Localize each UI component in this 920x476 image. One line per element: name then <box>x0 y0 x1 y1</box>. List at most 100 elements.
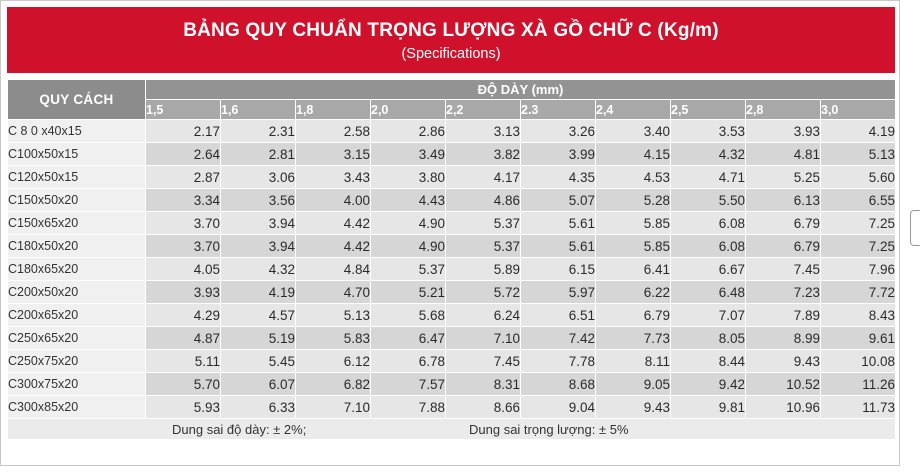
weight-cell: 8.43 <box>820 303 896 327</box>
weight-cell: 3.94 <box>220 211 296 235</box>
thickness-column-header: 2,5 <box>670 99 746 120</box>
weight-cell: 5.13 <box>820 142 896 166</box>
weight-cell: 7.10 <box>295 395 371 419</box>
weight-cell: 8.68 <box>520 372 596 396</box>
weight-cell: 6.24 <box>445 303 521 327</box>
weight-cell: 3.43 <box>295 165 371 189</box>
table-row: C150x65x20 3.70 3.94 4.42 4.90 5.37 5.61 5.85 6.… <box>7 211 896 235</box>
tolerance-note: Dung sai độ dày: ± 2%; Dung sai trọng lư… <box>7 418 896 440</box>
weight-cell: 7.42 <box>520 326 596 350</box>
weight-cell: 4.42 <box>295 211 371 235</box>
table-row: C200x50x20 3.93 4.19 4.70 5.21 5.72 5.97 6.22 6.… <box>7 280 896 304</box>
weight-cell: 5.61 <box>520 211 596 235</box>
weight-cell: 6.48 <box>670 280 746 304</box>
weight-cell: 6.79 <box>745 234 821 258</box>
weight-cell: 3.56 <box>220 188 296 212</box>
table-row: C180x65x20 4.05 4.32 4.84 5.37 5.89 6.15 6.41 6.… <box>7 257 896 281</box>
table-row: C 8 0 x40x15 2.17 2.31 2.58 2.86 3.13 3.26 3.40… <box>7 119 896 143</box>
weight-cell: 6.51 <box>520 303 596 327</box>
weight-cell: 4.90 <box>370 234 446 258</box>
weight-cell: 2.87 <box>145 165 221 189</box>
weight-cell: 5.85 <box>595 211 671 235</box>
thickness-column-header: 2,4 <box>595 99 671 120</box>
weight-cell: 5.68 <box>370 303 446 327</box>
weight-cell: 5.13 <box>295 303 371 327</box>
weight-cell: 3.06 <box>220 165 296 189</box>
weight-cell: 8.66 <box>445 395 521 419</box>
weight-cell: 5.45 <box>220 349 296 373</box>
weight-cell: 9.61 <box>820 326 896 350</box>
weight-cell: 5.89 <box>445 257 521 281</box>
thickness-column-header: 1,6 <box>220 99 296 120</box>
weight-cell: 6.15 <box>520 257 596 281</box>
title-banner: BẢNG QUY CHUẨN TRỌNG LƯỢNG XÀ GỒ CHỮ C (… <box>7 7 895 73</box>
weight-cell: 8.99 <box>745 326 821 350</box>
weight-cell: 3.93 <box>745 119 821 143</box>
thickness-column-header: 2,8 <box>745 99 821 120</box>
weight-cell: 3.49 <box>370 142 446 166</box>
thickness-column-header: 2,2 <box>445 99 521 120</box>
weight-cell: 3.53 <box>670 119 746 143</box>
side-scroll-tab[interactable] <box>910 210 920 246</box>
thickness-tolerance: Dung sai độ dày: ± 2%; <box>172 422 307 437</box>
weight-cell: 2.86 <box>370 119 446 143</box>
weight-cell: 3.80 <box>370 165 446 189</box>
thickness-column-header: 2.3 <box>520 99 596 120</box>
weight-cell: 9.81 <box>670 395 746 419</box>
weight-cell: 4.35 <box>520 165 596 189</box>
weight-cell: 6.55 <box>820 188 896 212</box>
weight-cell: 7.10 <box>445 326 521 350</box>
weight-cell: 5.61 <box>520 234 596 258</box>
weight-cell: 4.15 <box>595 142 671 166</box>
spec-name-cell: C300x75x20 <box>7 372 146 396</box>
weight-cell: 3.99 <box>520 142 596 166</box>
weight-cell: 5.28 <box>595 188 671 212</box>
weight-cell: 5.97 <box>520 280 596 304</box>
spec-name-cell: C250x65x20 <box>7 326 146 350</box>
weight-cell: 9.43 <box>595 395 671 419</box>
weight-cell: 10.08 <box>820 349 896 373</box>
weight-cell: 11.73 <box>820 395 896 419</box>
weight-cell: 4.84 <box>295 257 371 281</box>
weight-cell: 6.41 <box>595 257 671 281</box>
weight-cell: 5.21 <box>370 280 446 304</box>
weight-cell: 9.04 <box>520 395 596 419</box>
weight-cell: 7.89 <box>745 303 821 327</box>
table-row: C250x75x20 5.11 5.45 6.12 6.78 7.45 7.78 8.11 8.… <box>7 349 896 373</box>
weight-cell: 4.71 <box>670 165 746 189</box>
weight-cell: 3.94 <box>220 234 296 258</box>
weight-cell: 6.67 <box>670 257 746 281</box>
spec-name-cell: C 8 0 x40x15 <box>7 119 146 143</box>
weight-cell: 4.19 <box>220 280 296 304</box>
weight-cell: 4.86 <box>445 188 521 212</box>
page-subtitle: (Specifications) <box>401 46 501 62</box>
weight-table: QUY CÁCH ĐỘ DÀY (mm) 1,5 1,6 1,8 2,0 2,2 2.3 2… <box>7 79 896 440</box>
weight-cell: 6.22 <box>595 280 671 304</box>
thickness-column-header: 2,0 <box>370 99 446 120</box>
table-row: C100x50x15 2.64 2.81 3.15 3.49 3.82 3.99 4.15 4.… <box>7 142 896 166</box>
weight-cell: 4.32 <box>220 257 296 281</box>
table-row: C250x65x20 4.87 5.19 5.83 6.47 7.10 7.42 7.73 8.… <box>7 326 896 350</box>
thickness-column-header: 1,5 <box>145 99 221 120</box>
spec-sheet: BẢNG QUY CHUẨN TRỌNG LƯỢNG XÀ GỒ CHỮ C (… <box>0 0 900 466</box>
weight-cell: 4.53 <box>595 165 671 189</box>
weight-cell: 8.11 <box>595 349 671 373</box>
weight-cell: 5.93 <box>145 395 221 419</box>
weight-cell: 6.12 <box>295 349 371 373</box>
weight-cell: 8.44 <box>670 349 746 373</box>
weight-cell: 6.79 <box>745 211 821 235</box>
weight-cell: 4.05 <box>145 257 221 281</box>
weight-cell: 5.37 <box>445 211 521 235</box>
spec-name-cell: C150x50x20 <box>7 188 146 212</box>
weight-cell: 2.64 <box>145 142 221 166</box>
weight-cell: 7.88 <box>370 395 446 419</box>
weight-tolerance: Dung sai trọng lượng: ± 5% <box>469 422 629 437</box>
weight-cell: 10.52 <box>745 372 821 396</box>
weight-cell: 5.85 <box>595 234 671 258</box>
table-row: C150x50x20 3.34 3.56 4.00 4.43 4.86 5.07 5.28 5.… <box>7 188 896 212</box>
weight-cell: 6.07 <box>220 372 296 396</box>
weight-cell: 4.70 <box>295 280 371 304</box>
weight-cell: 4.81 <box>745 142 821 166</box>
weight-cell: 7.25 <box>820 211 896 235</box>
weight-cell: 7.45 <box>745 257 821 281</box>
